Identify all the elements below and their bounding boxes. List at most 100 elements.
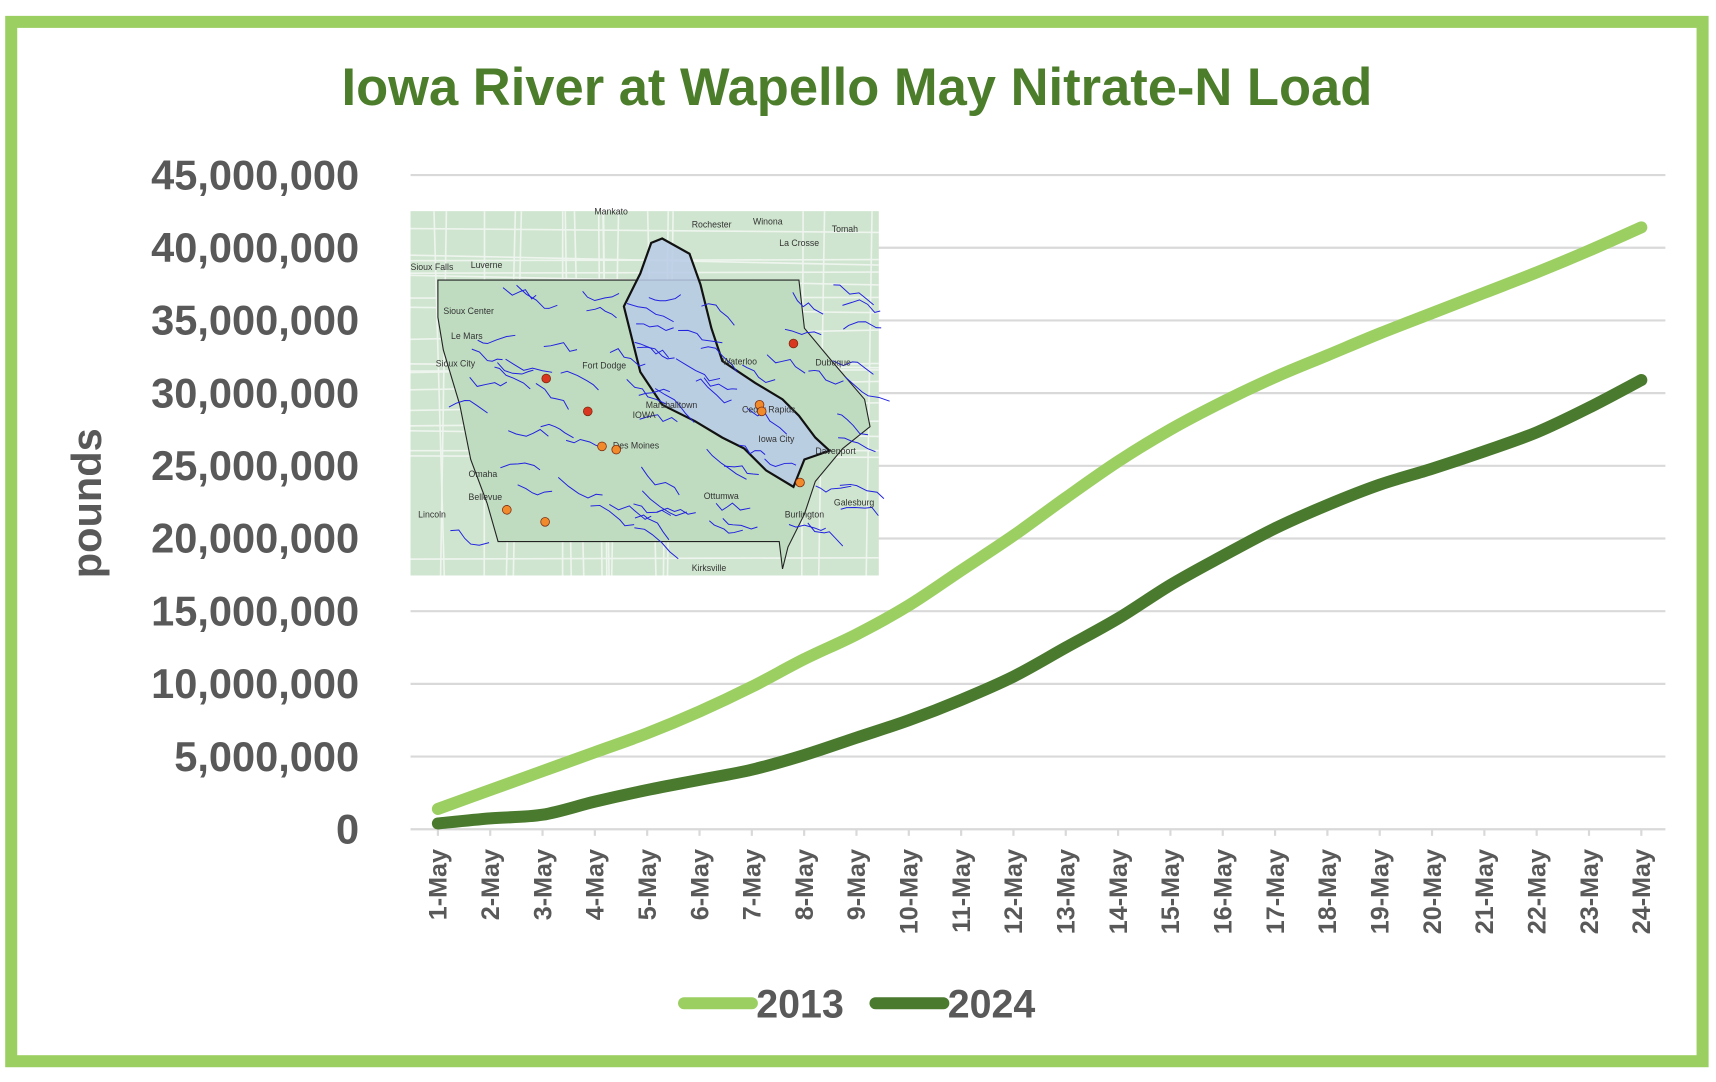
river-line [586, 306, 617, 319]
map-road [865, 211, 873, 576]
river-line [590, 504, 635, 527]
river-line [723, 465, 759, 475]
map-label: Cedar Rapids [742, 404, 796, 414]
y-tick-label: 45,000,000 [151, 151, 359, 198]
x-tick-label: 24-May [1628, 849, 1656, 934]
map-road [410, 227, 879, 234]
river-line [700, 346, 738, 373]
x-tick-label: 2-May [477, 849, 505, 920]
river-line [703, 377, 738, 390]
river-line [505, 358, 553, 373]
map-label: Sioux Center [443, 306, 494, 316]
river-line [560, 370, 599, 391]
map-label: Le Mars [451, 331, 483, 341]
y-tick-label: 5,000,000 [174, 733, 359, 780]
river-line [540, 423, 574, 439]
x-tick-label: 23-May [1576, 849, 1604, 934]
river-line [808, 369, 844, 385]
iowa-outline [437, 279, 871, 570]
river-line [638, 388, 671, 396]
river-line [626, 379, 667, 405]
river-line [654, 388, 695, 423]
river-line [675, 358, 721, 382]
map-label: Rochester [692, 220, 732, 230]
legend-label-2013: 2013 [756, 982, 844, 1026]
river-line [792, 292, 824, 315]
legend-label-2024: 2024 [948, 982, 1036, 1026]
x-tick-label: 18-May [1314, 849, 1342, 934]
map-label: IOWA [633, 410, 656, 420]
x-tick-label: 9-May [843, 849, 871, 920]
river-line [701, 303, 735, 326]
river-line [557, 476, 603, 499]
river-line [497, 362, 534, 375]
river-line [764, 458, 797, 468]
inset-map: Mankato Rochester Winona Tomah La Crosse Siou… [410, 206, 890, 576]
x-tick-label: 12-May [1000, 849, 1028, 934]
river-line [516, 284, 558, 309]
y-axis-ticks: 0 5,000,000 10,000,000 15,000,000 20,000,000… [151, 151, 359, 852]
x-axis-ticks: 1-May 2-May 3-May 4-May 5-May 6-May 7-May 8-May… [425, 829, 1656, 934]
river-line [742, 364, 776, 384]
river-line [839, 483, 885, 500]
river-line [807, 522, 844, 547]
x-tick-label: 15-May [1157, 849, 1185, 934]
river-line [636, 323, 674, 332]
river-line [535, 383, 569, 410]
x-tick-label: 8-May [791, 849, 819, 920]
river-line [695, 378, 732, 404]
river-line [833, 284, 874, 306]
river-line [746, 407, 788, 435]
x-tick-label: 3-May [529, 849, 557, 920]
river-line [508, 428, 549, 437]
river-line [609, 348, 646, 367]
river-line [838, 437, 876, 453]
map-label: Iowa City [758, 434, 795, 444]
y-tick-label: 15,000,000 [151, 587, 359, 634]
map-label: Dubuque [815, 357, 851, 367]
monitoring-site-marker [756, 406, 767, 417]
river-line [837, 413, 869, 436]
legend: 2013 2024 [678, 982, 1036, 1026]
map-label: Tomah [832, 224, 858, 234]
river-line [706, 448, 747, 480]
river-line [788, 524, 826, 532]
y-tick-label: 0 [336, 806, 359, 853]
river-line [832, 360, 874, 375]
y-tick-label: 40,000,000 [151, 224, 359, 271]
river-line [648, 294, 682, 302]
river-line [517, 484, 553, 496]
river-line [582, 291, 620, 302]
river-line [722, 518, 758, 530]
map-label: Winona [753, 216, 783, 226]
map-label: Mankato [594, 206, 628, 216]
y-axis-label: pounds [63, 428, 110, 578]
x-tick-label: 14-May [1105, 849, 1133, 934]
river-line [708, 520, 743, 534]
map-label: Davenport [815, 446, 856, 456]
y-tick-label: 30,000,000 [151, 369, 359, 416]
y-tick-label: 25,000,000 [151, 442, 359, 489]
map-label: Fort Dodge [582, 361, 626, 371]
x-tick-label: 13-May [1053, 849, 1081, 934]
chart-title: Iowa River at Wapello May Nitrate-N Load [342, 58, 1373, 117]
map-road [439, 211, 448, 576]
river-line [494, 366, 531, 390]
monitoring-site-marker [611, 444, 621, 455]
monitoring-site-marker [583, 406, 593, 417]
river-line [634, 514, 670, 541]
river-line [477, 334, 516, 345]
x-tick-label: 22-May [1523, 849, 1551, 934]
x-tick-label: 20-May [1419, 849, 1447, 934]
map-road [433, 211, 446, 576]
map-label: Des Moines [613, 441, 660, 451]
river-line [448, 400, 488, 414]
river-line [633, 503, 672, 516]
river-line [641, 490, 687, 517]
map-label: Waterloo [722, 356, 757, 366]
river-line [471, 348, 503, 362]
river-line [634, 527, 679, 560]
river-line [656, 507, 696, 515]
x-tick-label: 6-May [686, 849, 714, 920]
